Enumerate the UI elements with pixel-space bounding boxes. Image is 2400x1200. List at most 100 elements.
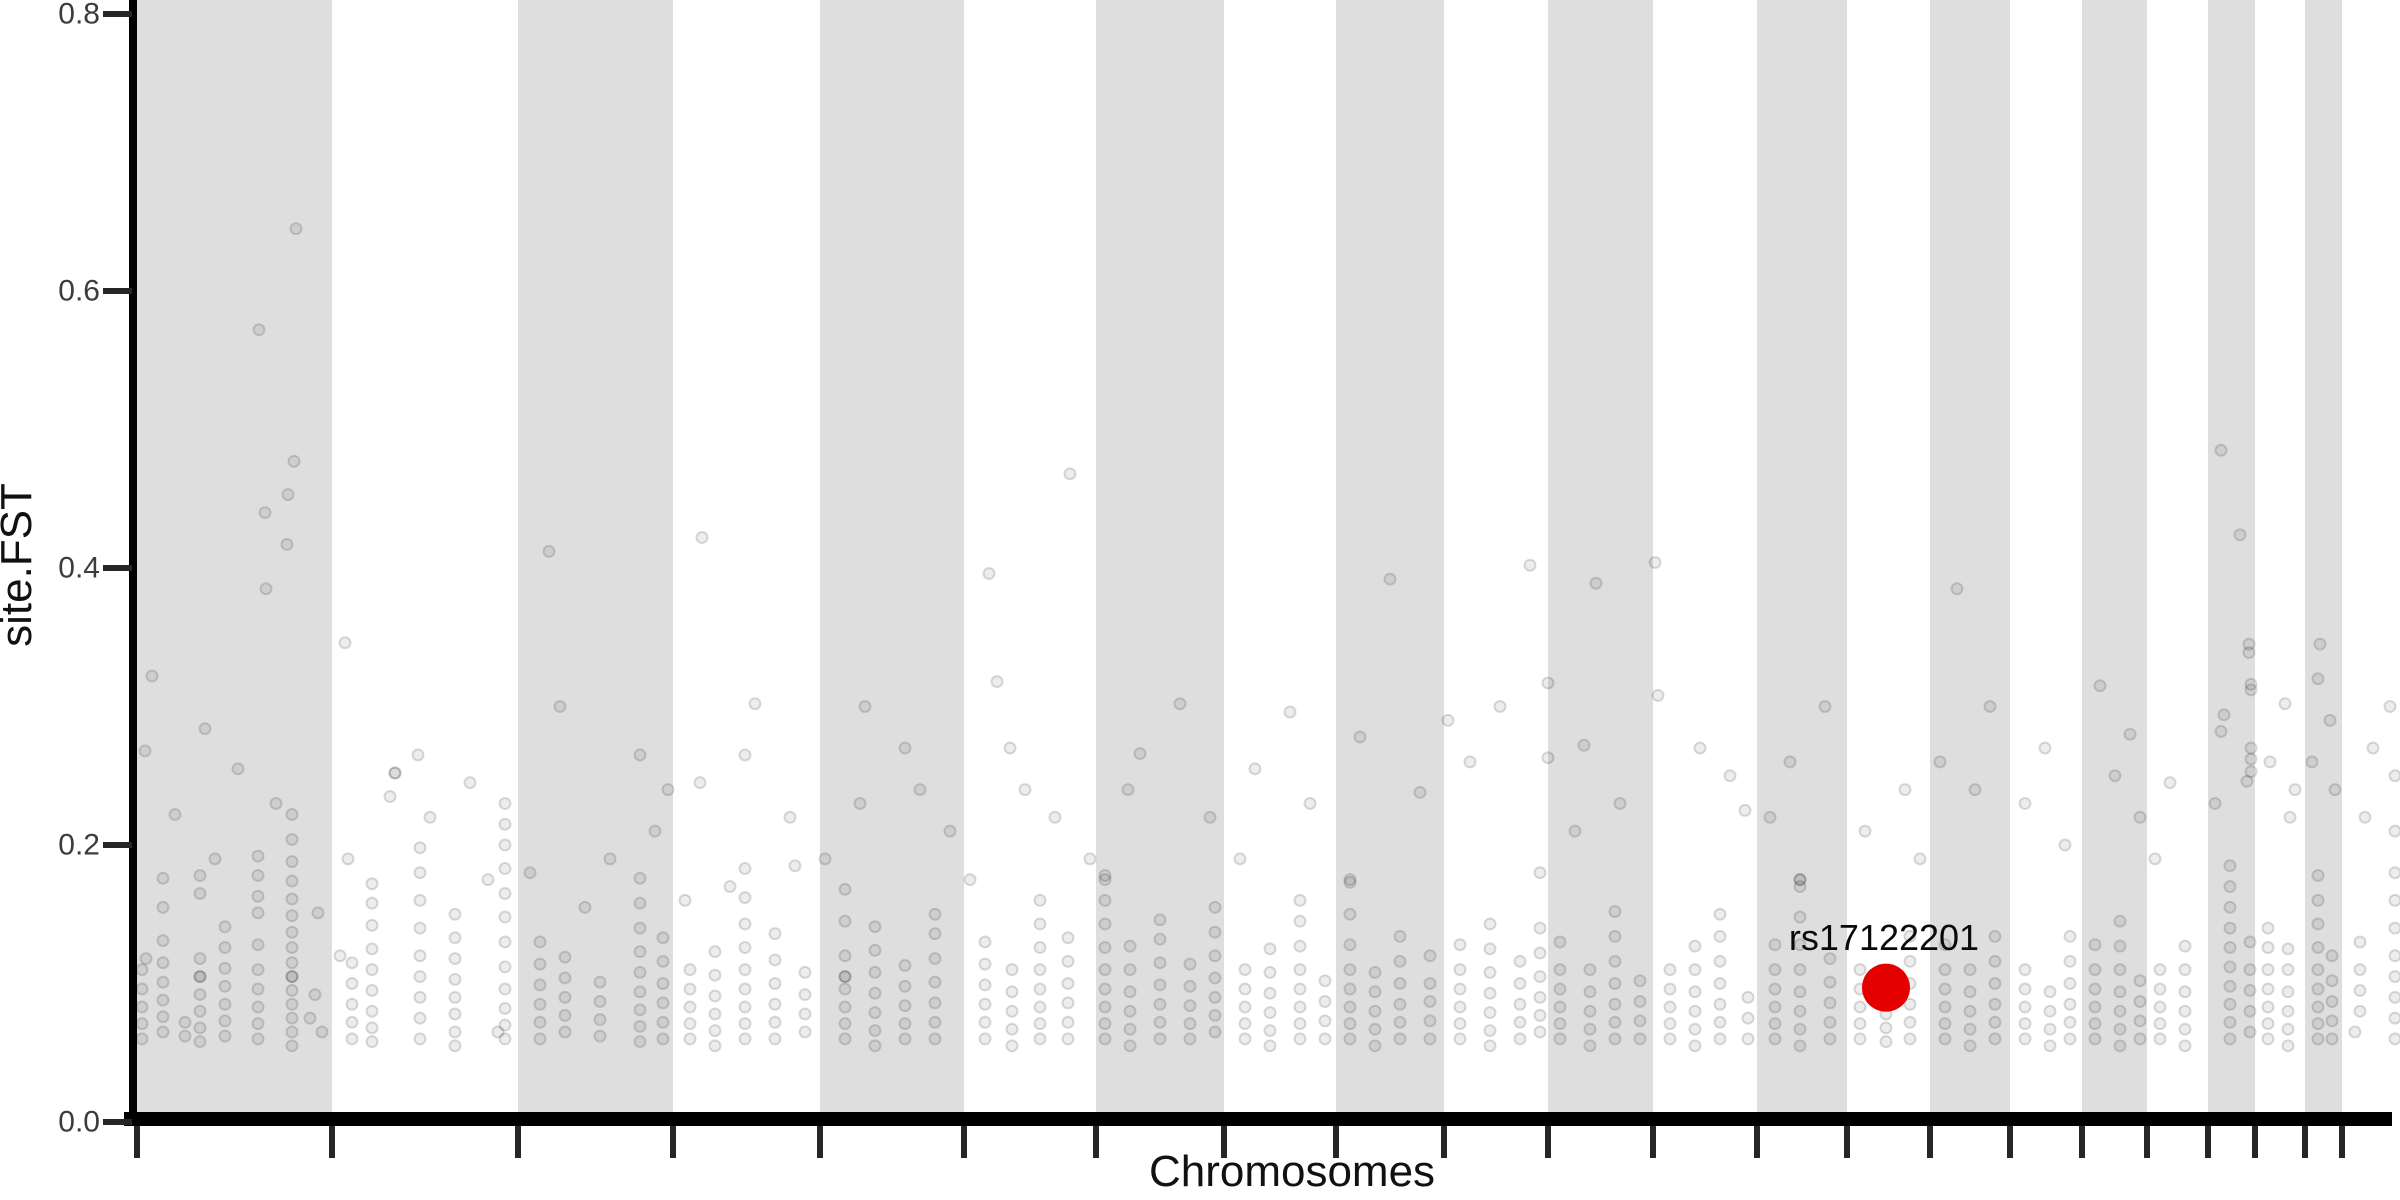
- data-points: [135, 222, 2400, 1053]
- data-point: [1343, 938, 1357, 952]
- data-point: [193, 868, 207, 882]
- data-point: [1463, 755, 1477, 769]
- data-point: [708, 968, 722, 982]
- x-tick: [1650, 1126, 1656, 1158]
- data-point: [2223, 997, 2237, 1011]
- data-point: [345, 997, 359, 1011]
- y-tick: [103, 565, 132, 571]
- data-point: [1098, 917, 1112, 931]
- data-point: [2281, 1022, 2295, 1036]
- data-point: [593, 975, 607, 989]
- data-point: [1368, 985, 1382, 999]
- data-point: [1988, 997, 2002, 1011]
- data-point: [1263, 1024, 1277, 1038]
- data-point: [498, 1018, 512, 1032]
- data-point: [1123, 963, 1137, 977]
- data-point: [498, 817, 512, 831]
- data-point: [1583, 963, 1597, 977]
- data-point: [1343, 873, 1357, 887]
- data-point: [738, 963, 752, 977]
- data-point: [218, 920, 232, 934]
- data-point: [868, 943, 882, 957]
- x-tick: [2144, 1126, 2150, 1158]
- data-point: [2123, 727, 2137, 741]
- data-point: [1663, 1000, 1677, 1014]
- data-point: [1005, 963, 1019, 977]
- data-point: [2043, 1004, 2057, 1018]
- data-point: [633, 965, 647, 979]
- data-point: [1823, 952, 1837, 966]
- data-point: [1061, 931, 1075, 945]
- data-point: [898, 1017, 912, 1031]
- data-point: [1583, 985, 1597, 999]
- data-point: [2281, 942, 2295, 956]
- data-point: [558, 990, 572, 1004]
- data-point: [656, 996, 670, 1010]
- data-point: [1033, 963, 1047, 977]
- data-point: [1793, 910, 1807, 924]
- data-point: [269, 796, 283, 810]
- data-point: [2178, 985, 2192, 999]
- data-point: [943, 824, 957, 838]
- data-point: [738, 891, 752, 905]
- data-point: [1963, 1004, 1977, 1018]
- x-tick: [1221, 1126, 1227, 1158]
- data-point: [448, 1007, 462, 1021]
- data-point: [1938, 963, 1952, 977]
- chromosome-band-13: [1757, 0, 1847, 1112]
- data-point: [413, 866, 427, 880]
- data-point: [2063, 1032, 2077, 1046]
- data-point: [1768, 1017, 1782, 1031]
- data-point: [1793, 880, 1807, 894]
- data-point: [963, 873, 977, 887]
- data-point: [533, 957, 547, 971]
- data-point: [1903, 1032, 1917, 1046]
- data-point: [1423, 977, 1437, 990]
- data-point: [1263, 1006, 1277, 1020]
- data-point: [2243, 983, 2257, 997]
- data-point: [2088, 982, 2102, 996]
- data-point: [1713, 977, 1727, 990]
- data-point: [1688, 1039, 1702, 1053]
- data-point: [558, 950, 572, 964]
- data-point: [738, 862, 752, 876]
- data-point: [218, 961, 232, 975]
- data-point: [1393, 977, 1407, 990]
- data-point: [193, 952, 207, 966]
- data-point: [633, 748, 647, 762]
- data-point: [413, 990, 427, 1004]
- data-point: [1688, 1022, 1702, 1036]
- data-point: [978, 935, 992, 949]
- data-point: [1938, 1032, 1952, 1046]
- data-point: [1818, 700, 1832, 713]
- data-point: [448, 972, 462, 986]
- data-point: [1768, 1032, 1782, 1046]
- data-point: [2328, 783, 2342, 797]
- data-point: [285, 956, 299, 970]
- data-point: [1713, 954, 1727, 968]
- data-point: [661, 783, 675, 797]
- data-point: [1393, 997, 1407, 1011]
- data-point: [1033, 1017, 1047, 1031]
- data-point: [1183, 999, 1197, 1013]
- data-point: [311, 906, 325, 920]
- data-point: [2133, 974, 2147, 988]
- data-point: [1483, 1039, 1497, 1053]
- data-point: [1098, 982, 1112, 996]
- data-point: [633, 945, 647, 959]
- data-point: [135, 1017, 149, 1031]
- data-point: [1183, 1032, 1197, 1046]
- data-point: [838, 970, 852, 984]
- data-point: [1318, 974, 1332, 988]
- data-point: [1793, 1039, 1807, 1053]
- data-point: [2311, 940, 2325, 954]
- data-point: [2388, 949, 2400, 963]
- data-point: [928, 1032, 942, 1046]
- data-point: [2353, 983, 2367, 997]
- data-point: [2153, 1032, 2167, 1046]
- data-point: [1741, 1032, 1755, 1046]
- data-point: [2311, 672, 2325, 686]
- data-point: [2208, 796, 2222, 810]
- data-point: [1003, 741, 1017, 755]
- x-tick: [817, 1126, 823, 1158]
